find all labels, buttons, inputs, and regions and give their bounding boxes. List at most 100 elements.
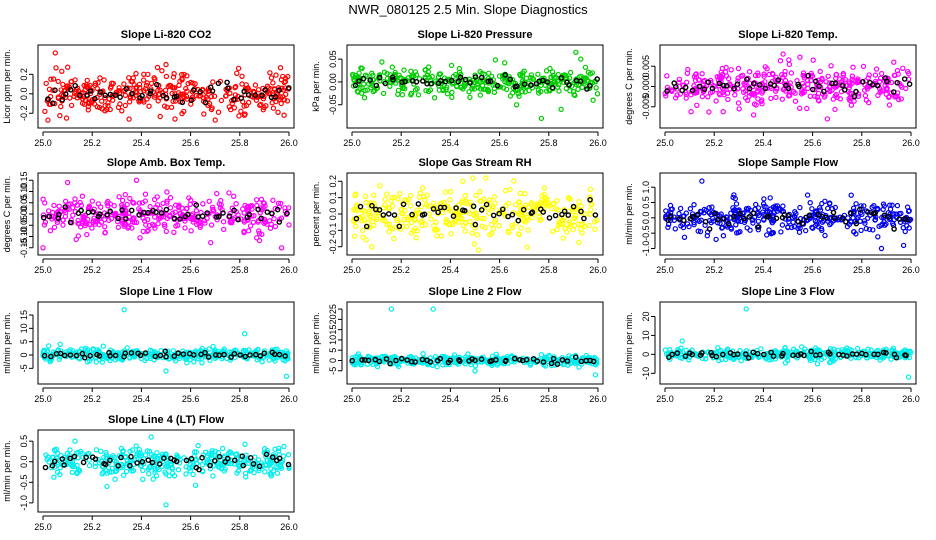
panel-10-title: Slope Line 4 (LT) Flow bbox=[108, 414, 224, 426]
panel-3-data-point bbox=[685, 66, 691, 73]
panel-5-y-tick-label: 0.0 bbox=[328, 208, 338, 221]
panel-1-data-point bbox=[241, 112, 248, 118]
panel-9-x-tick-label: 25.8 bbox=[853, 394, 871, 404]
panel-3-data-point bbox=[865, 75, 871, 81]
panel-10-data-point bbox=[86, 462, 93, 469]
panel-5-data-point bbox=[401, 216, 407, 223]
panel-2-data-point bbox=[513, 102, 520, 108]
panel-5-data-point bbox=[481, 215, 487, 222]
panel-1-data-point bbox=[110, 80, 117, 87]
panel-4-data-point bbox=[227, 210, 233, 217]
panel-2-plot-frame bbox=[346, 44, 604, 129]
panel-6-y-label: ml/min per min. bbox=[624, 183, 634, 245]
panel-1-highlight-point bbox=[67, 87, 74, 93]
panel-7-title: Slope Line 1 Flow bbox=[120, 286, 213, 298]
panel-5-data-point bbox=[403, 198, 410, 204]
panel-3-data-point bbox=[664, 73, 670, 79]
panel-10-x-tick-label: 25.4 bbox=[133, 522, 151, 532]
panel-3-data-point bbox=[688, 108, 694, 115]
panel-2-highlight-point bbox=[352, 82, 359, 89]
panel-5-data-point bbox=[576, 239, 582, 246]
panel-3-data-point bbox=[842, 76, 849, 83]
page-title: NWR_080125 2.5 Min. Slope Diagnostics bbox=[348, 2, 588, 17]
panel-4-x-tick-label: 25.8 bbox=[231, 265, 249, 275]
panel-3-highlight-point bbox=[720, 82, 727, 89]
panel-4-data-point bbox=[142, 191, 149, 197]
panel-1-data-point bbox=[99, 106, 105, 112]
panel-5-data-point bbox=[361, 208, 368, 214]
panel-5-data-point bbox=[517, 190, 523, 196]
panel-6-data-point bbox=[902, 228, 908, 235]
panel-4-data-point bbox=[78, 202, 85, 209]
panel-3-data-point bbox=[725, 96, 731, 103]
panel-5-data-point bbox=[459, 198, 466, 204]
panel-1-data-point bbox=[98, 98, 105, 104]
panel-3-highlight-point bbox=[853, 88, 859, 95]
panel-2-data-point bbox=[561, 72, 568, 78]
panel-5-data-point bbox=[405, 217, 411, 223]
panel-4-data-point bbox=[147, 203, 153, 210]
panel-10-x-tick-label: 25.2 bbox=[83, 522, 101, 532]
panel-2-highlight-point bbox=[413, 79, 420, 85]
panel-5-data-point bbox=[555, 222, 562, 228]
panel-8-x-tick-label: 25.6 bbox=[491, 394, 509, 404]
panel-1-data-point bbox=[231, 105, 237, 111]
panel-10-highlight-point bbox=[134, 460, 140, 466]
panel-6-data-point bbox=[691, 201, 697, 208]
panel-4-data-point bbox=[184, 205, 190, 212]
panel-3-highlight-point bbox=[890, 89, 897, 95]
panel-4-data-point bbox=[271, 215, 277, 222]
panel-4-highlight-point bbox=[153, 209, 159, 215]
panel-2-data-point bbox=[516, 93, 522, 99]
panel-4-data-point bbox=[226, 190, 232, 196]
panel-1-data-point bbox=[159, 67, 165, 74]
panel-1-highlight-point bbox=[197, 88, 203, 95]
panel-7-outlier-point bbox=[283, 373, 290, 379]
panel-2-highlight-point bbox=[502, 72, 509, 78]
panel-10-highlight-point bbox=[128, 453, 134, 460]
panel-1-data-point bbox=[119, 108, 125, 114]
panel-9-highlight-point bbox=[801, 352, 807, 359]
panel-5-data-point bbox=[353, 223, 359, 229]
panel-1-data-point bbox=[122, 102, 129, 109]
panel-5-data-point bbox=[394, 217, 400, 224]
panel-3-data-point bbox=[882, 78, 888, 85]
panel-3-title: Slope Li-820 Temp. bbox=[738, 29, 837, 41]
panel-4-data-point bbox=[151, 222, 157, 229]
panel-5-data-point bbox=[393, 224, 399, 230]
panel-4-data-point bbox=[210, 207, 217, 214]
panel-1-highlight-point bbox=[245, 92, 252, 98]
panel-2-highlight-point bbox=[584, 86, 590, 92]
panel-1-data-point bbox=[101, 77, 107, 83]
panel-3-highlight-point bbox=[860, 79, 866, 85]
panel-2-data-point bbox=[548, 74, 554, 81]
panel-4-data-point bbox=[286, 222, 292, 228]
panel-1-data-point bbox=[163, 73, 170, 80]
panel-1-highlight-point bbox=[202, 99, 209, 106]
panel-1-data-point bbox=[136, 81, 143, 88]
panel-1-highlight-point bbox=[285, 85, 292, 91]
panel-4-data-point bbox=[204, 215, 210, 221]
panel-10-highlight-point bbox=[199, 454, 205, 461]
panel-8-y-tick-label: 10 bbox=[328, 335, 338, 345]
panel-6-highlight-point bbox=[720, 216, 727, 222]
panel-3-data-point bbox=[903, 85, 909, 92]
panel-10-data-point bbox=[281, 443, 287, 450]
panel-3-highlight-point bbox=[816, 83, 822, 89]
panel-5-data-point bbox=[469, 230, 475, 236]
panel-8-outlier-point bbox=[430, 306, 436, 312]
panel-6-data-point bbox=[681, 234, 688, 240]
panel-3-data-point bbox=[761, 71, 767, 77]
panel-6-data-point bbox=[713, 236, 719, 243]
panel-4-data-point bbox=[86, 203, 93, 209]
panel-6-y-tick-label: 0.5 bbox=[641, 196, 651, 209]
panel-6-data-point bbox=[733, 201, 740, 207]
panel-1-highlight-point bbox=[139, 93, 145, 99]
panel-1-data-point bbox=[201, 111, 207, 117]
panel-7-x-tick-label: 25.2 bbox=[83, 394, 101, 404]
panel-10-highlight-point bbox=[224, 455, 231, 462]
panel-2-outlier-point bbox=[590, 97, 596, 103]
panel-5-data-point bbox=[489, 230, 495, 237]
panel-2-data-point bbox=[582, 64, 589, 71]
panel-8-x-tick-label: 25.8 bbox=[540, 394, 558, 404]
